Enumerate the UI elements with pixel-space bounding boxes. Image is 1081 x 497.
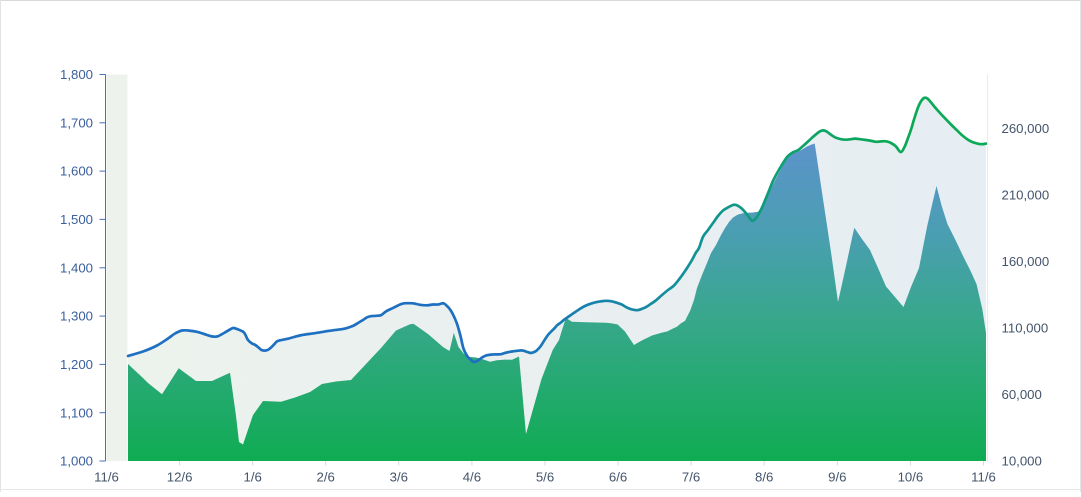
- svg-text:1,300: 1,300: [60, 309, 93, 324]
- svg-text:1,700: 1,700: [60, 115, 93, 130]
- svg-text:1,100: 1,100: [60, 405, 93, 420]
- svg-text:12/6: 12/6: [167, 470, 193, 485]
- svg-text:7/6: 7/6: [682, 470, 700, 485]
- svg-text:1/6: 1/6: [244, 470, 262, 485]
- svg-text:11/6: 11/6: [971, 470, 996, 485]
- svg-text:210,000: 210,000: [1002, 187, 1050, 202]
- svg-text:10/6: 10/6: [898, 470, 924, 485]
- svg-text:110,000: 110,000: [1002, 321, 1049, 336]
- svg-text:5/6: 5/6: [536, 470, 554, 485]
- svg-text:60,000: 60,000: [1002, 387, 1042, 402]
- svg-text:1,500: 1,500: [60, 212, 93, 227]
- svg-text:4/6: 4/6: [463, 470, 481, 485]
- svg-text:1,600: 1,600: [60, 164, 93, 179]
- svg-text:1,200: 1,200: [60, 357, 93, 372]
- svg-text:6/6: 6/6: [609, 470, 627, 485]
- svg-text:160,000: 160,000: [1002, 254, 1050, 269]
- svg-text:3/6: 3/6: [390, 470, 408, 485]
- svg-text:2/6: 2/6: [317, 470, 335, 485]
- svg-text:10,000: 10,000: [1002, 454, 1042, 469]
- svg-text:1,800: 1,800: [60, 67, 93, 82]
- svg-text:11/6: 11/6: [94, 470, 119, 485]
- svg-text:1,000: 1,000: [60, 454, 93, 469]
- svg-text:1,400: 1,400: [60, 260, 93, 275]
- svg-text:9/6: 9/6: [828, 470, 846, 485]
- svg-text:260,000: 260,000: [1002, 121, 1050, 136]
- svg-text:8/6: 8/6: [755, 470, 773, 485]
